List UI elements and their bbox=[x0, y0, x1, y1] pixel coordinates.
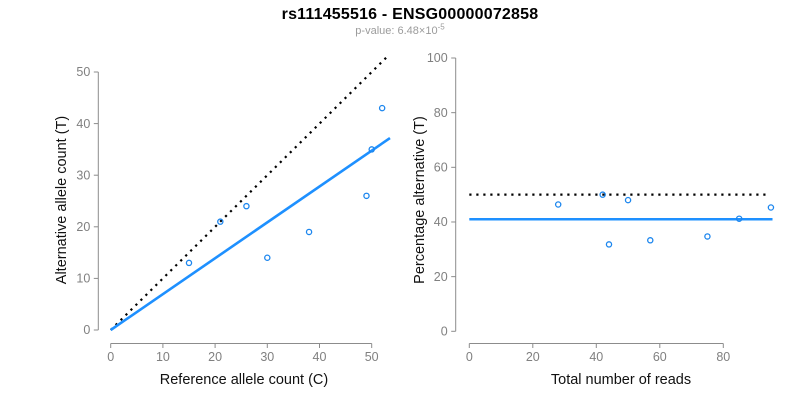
data-point bbox=[185, 259, 193, 267]
data-point bbox=[243, 202, 250, 210]
y-tick-label: 20 bbox=[434, 270, 448, 284]
x-tick-label: 40 bbox=[313, 350, 327, 364]
data-point bbox=[363, 192, 370, 200]
x-tick-label: 10 bbox=[156, 350, 170, 364]
data-point bbox=[378, 104, 386, 112]
y-tick-label: 100 bbox=[427, 51, 448, 65]
pvalue-text: p-value: 6.48×10 bbox=[355, 25, 438, 37]
left-plot: 0 10 20 30 40 50 0 10 20 30 40 50 Reference allele c… bbox=[54, 55, 391, 388]
data-point bbox=[704, 233, 711, 240]
data-point bbox=[264, 254, 271, 262]
data-point bbox=[217, 218, 224, 225]
data-point bbox=[735, 215, 743, 222]
right-plot: 0 20 40 60 80 0 20 40 60 80 100 Total number of rea… bbox=[412, 51, 775, 388]
y-tick-label: 60 bbox=[434, 161, 448, 175]
y-axis-title: Alternative allele count (T) bbox=[54, 116, 70, 284]
figure-title: rs111455516 - ENSG00000072858 bbox=[281, 6, 539, 23]
data-point bbox=[767, 204, 775, 211]
x-tick-label: 20 bbox=[526, 350, 540, 364]
x-tick-label: 40 bbox=[589, 350, 603, 364]
data-point bbox=[624, 196, 632, 204]
y-tick-label: 50 bbox=[76, 65, 90, 79]
x-tick-label: 60 bbox=[653, 350, 667, 364]
y-tick-label: 10 bbox=[76, 272, 90, 286]
y-axis-title: Percentage alternative (T) bbox=[412, 116, 428, 284]
data-point bbox=[599, 191, 606, 198]
x-tick-label: 0 bbox=[466, 350, 473, 364]
y-tick-label: 0 bbox=[441, 325, 448, 339]
y-tick-label: 40 bbox=[434, 215, 448, 229]
x-tick-label: 80 bbox=[716, 350, 730, 364]
data-point bbox=[368, 146, 375, 153]
y-tick-label: 40 bbox=[76, 117, 90, 131]
data-point bbox=[305, 228, 313, 236]
data-point bbox=[605, 241, 613, 248]
y-tick-label: 20 bbox=[76, 220, 90, 234]
x-axis-title: Total number of reads bbox=[551, 372, 691, 388]
figure-subtitle: p-value: 6.48×10-5 bbox=[0, 22, 800, 37]
y-tick-label: 0 bbox=[83, 323, 90, 337]
identity-line bbox=[109, 55, 389, 331]
x-tick-label: 30 bbox=[260, 350, 274, 364]
y-tick-label: 30 bbox=[76, 168, 90, 182]
x-axis-title: Reference allele count (C) bbox=[160, 372, 328, 388]
fit-line bbox=[109, 136, 391, 332]
data-point bbox=[647, 237, 654, 244]
x-tick-label: 20 bbox=[208, 350, 222, 364]
x-tick-label: 50 bbox=[365, 350, 379, 364]
x-tick-label: 0 bbox=[107, 350, 114, 364]
y-tick-label: 80 bbox=[434, 106, 448, 120]
pvalue-exponent: -5 bbox=[437, 22, 445, 32]
data-point bbox=[554, 201, 562, 208]
